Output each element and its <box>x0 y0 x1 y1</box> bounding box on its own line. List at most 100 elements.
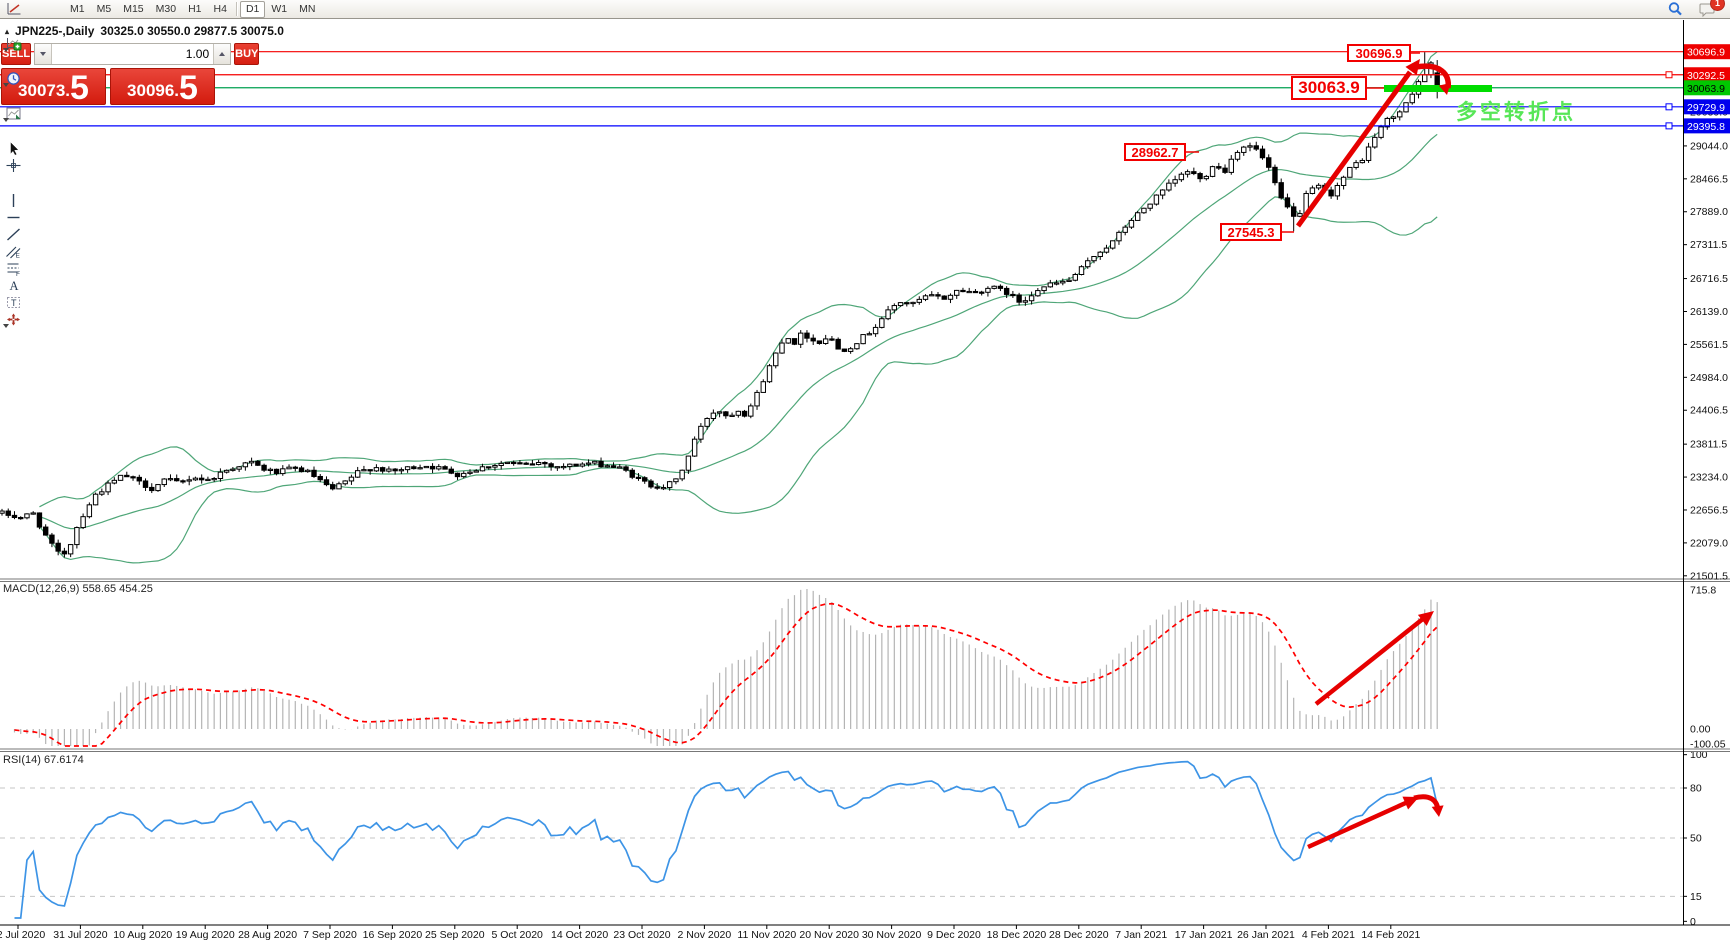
candle-body <box>273 468 280 475</box>
timeframe-h4-button[interactable]: H4 <box>213 2 227 15</box>
candle-body <box>180 480 186 483</box>
price-annotation-box[interactable]: 27545.3 <box>1220 223 1282 241</box>
vline-icon[interactable] <box>2 192 24 209</box>
timeframe-m5-button[interactable]: M5 <box>96 2 112 15</box>
candle-body <box>554 466 561 469</box>
candle-body <box>748 405 754 417</box>
price-badge-label: 30292.5 <box>1687 70 1725 82</box>
symbol-marker-icon: ▴ <box>5 26 10 36</box>
trendline-icon[interactable] <box>2 226 24 243</box>
timeframe-m15-button[interactable]: M15 <box>123 2 144 15</box>
level-line-handle[interactable] <box>1665 122 1673 130</box>
candle-body <box>292 466 298 469</box>
candle-body <box>205 478 211 482</box>
candle-body <box>891 305 898 311</box>
price-annotation-box[interactable]: 30063.9 <box>1291 76 1367 100</box>
price-annotation-box[interactable]: 28962.7 <box>1124 143 1186 161</box>
price-axis-label: 21501.5 <box>1690 570 1728 582</box>
timeframe-toolbar: M1 M5 M15 M30 H1 H4 D1 W1 MN <box>64 0 321 18</box>
arrows-dropdown-icon[interactable] <box>3 324 9 345</box>
chart-title: ▴ JPN225-,Daily 30325.0 30550.0 29877.5 … <box>5 24 284 38</box>
price-axis-label: 27311.5 <box>1690 239 1727 251</box>
timeframe-m1-button[interactable]: M1 <box>70 2 85 15</box>
candle-body <box>55 542 61 552</box>
candle-body <box>866 333 873 336</box>
price-axis-label: 25561.5 <box>1690 339 1728 351</box>
timeframe-w1-button[interactable]: W1 <box>271 2 288 15</box>
candle-body <box>941 295 947 300</box>
candle-body <box>1197 173 1203 180</box>
search-icon[interactable] <box>1664 1 1686 18</box>
candle-body <box>648 480 654 488</box>
candle-body <box>960 289 966 293</box>
buy-button[interactable]: BUY <box>234 43 260 65</box>
bollinger-lower-band <box>38 196 1438 564</box>
level-line-handle[interactable] <box>1665 71 1673 79</box>
candle-body <box>1178 173 1185 181</box>
candle-body <box>710 412 717 419</box>
volume-input[interactable] <box>52 44 214 64</box>
triangle-down-icon <box>40 52 47 56</box>
candle-body <box>897 302 904 307</box>
date-label: 31 Jul 2020 <box>53 929 107 941</box>
candle-body <box>1409 93 1415 104</box>
candle-body <box>1166 182 1172 191</box>
hline-icon[interactable] <box>2 209 24 226</box>
candle-body <box>822 338 829 344</box>
candle-body <box>1284 197 1291 208</box>
volume-increase-button[interactable] <box>213 44 231 64</box>
trend-arrow <box>1307 798 1411 850</box>
rsi-axis-label: 50 <box>1690 833 1702 845</box>
candle-body <box>317 475 323 481</box>
candle-body <box>267 468 274 471</box>
timeframe-mn-button[interactable]: MN <box>299 2 316 15</box>
timeframe-m30-button[interactable]: M30 <box>155 2 177 15</box>
templates-dropdown-icon[interactable] <box>3 118 9 139</box>
sell-button[interactable]: SELL <box>1 43 32 65</box>
timeframe-h1-button[interactable]: H1 <box>188 2 202 15</box>
candle-body <box>567 463 573 467</box>
candle-body <box>223 469 230 473</box>
candle-body <box>404 466 411 471</box>
level-line-handle[interactable] <box>1665 103 1673 111</box>
buy-price-box[interactable]: 30096. 5 <box>110 68 215 105</box>
notifications-icon[interactable]: 1 <box>1696 0 1725 18</box>
candle-body <box>86 504 93 518</box>
candle-body <box>174 478 180 482</box>
date-label: 22 Jul 2020 <box>0 929 45 941</box>
candle-body <box>966 290 972 294</box>
candle-body <box>124 474 130 478</box>
macd-signal-line <box>14 602 1438 747</box>
candle-body <box>149 486 155 492</box>
toolbar-buttons: 新订单自动交易EFAT <box>2 0 62 346</box>
crosshair-icon[interactable] <box>2 157 24 174</box>
templates-icon[interactable] <box>2 105 24 122</box>
candle-body <box>860 334 866 345</box>
candle-body <box>11 514 18 519</box>
candle-body <box>854 343 860 350</box>
volume-decrease-button[interactable] <box>35 44 53 64</box>
label-icon[interactable]: T <box>2 294 24 311</box>
sell-price-box[interactable]: 30073. 5 <box>1 68 106 105</box>
candle-body <box>1309 187 1316 194</box>
periods-icon[interactable] <box>2 70 24 87</box>
arrows-icon[interactable] <box>2 311 24 328</box>
add-indicator-dropdown-icon[interactable] <box>3 48 9 69</box>
candle-body <box>105 482 111 493</box>
cursor-icon[interactable] <box>2 140 24 157</box>
periods-dropdown-icon[interactable] <box>3 83 9 104</box>
toolbar-right-cluster: 1 <box>1664 0 1730 18</box>
channel-icon[interactable]: E <box>2 243 24 260</box>
candle-body <box>1047 282 1054 288</box>
objects-icon[interactable] <box>2 0 24 17</box>
timeframe-d1-button[interactable]: D1 <box>239 0 266 18</box>
candle-body <box>1347 166 1353 178</box>
price-annotation-box[interactable]: 30696.9 <box>1347 44 1411 62</box>
text-icon[interactable]: A <box>2 277 24 294</box>
candle-body <box>548 463 554 468</box>
fibonacci-icon[interactable]: F <box>2 260 24 277</box>
add-indicator-icon[interactable] <box>2 35 24 52</box>
price-axis-label: 27889.0 <box>1690 206 1728 218</box>
candle-body <box>361 469 367 472</box>
